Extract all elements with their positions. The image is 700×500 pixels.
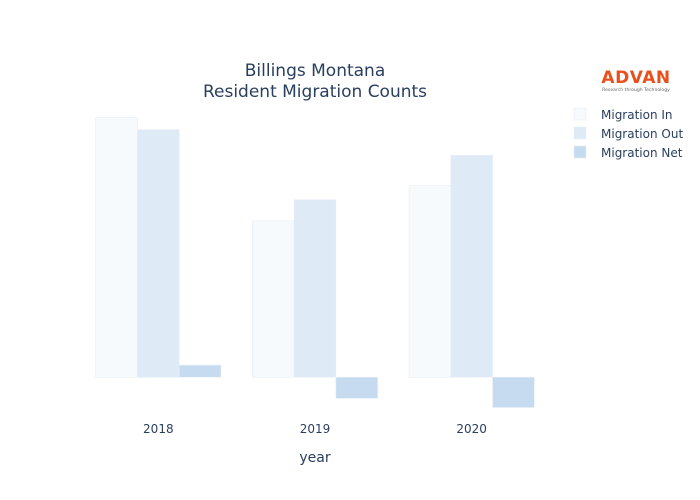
legend-item-migration-net[interactable]: Migration Net [573, 145, 683, 160]
legend-swatch [573, 126, 587, 140]
legend-swatch [573, 145, 587, 159]
x-axis-title: year [299, 450, 330, 466]
chart-title-line2: Resident Migration Counts [203, 82, 427, 102]
bar-migration-in-2018 [95, 117, 138, 378]
bar-migration-out-2020 [450, 155, 493, 378]
advan-logo: ADVAN Research through Technology [601, 68, 670, 93]
bar-migration-out-2019 [293, 199, 337, 378]
legend-label: Migration Out [601, 127, 683, 141]
bar-migration-net-2018 [178, 364, 222, 378]
legend-label: Migration In [601, 108, 673, 122]
logo-tagline: Research through Technology [602, 87, 670, 93]
logo-name: ADVAN [601, 68, 670, 88]
legend: Migration In Migration Out Migration Net [573, 107, 683, 160]
x-tick-labels: 2018 2019 2020 [143, 422, 487, 436]
bar-migration-out-2018 [137, 129, 180, 378]
bar-migration-in-2019 [252, 220, 295, 378]
legend-swatch [573, 107, 587, 121]
legend-label: Migration Net [601, 146, 683, 160]
bar-migration-net-2019 [335, 376, 378, 399]
bar-migration-in-2020 [408, 185, 452, 378]
legend-item-migration-in[interactable]: Migration In [573, 107, 673, 122]
x-tick-label-2018: 2018 [143, 422, 174, 436]
bars-group [95, 117, 535, 408]
x-tick-label-2020: 2020 [456, 422, 487, 436]
bar-migration-net-2020 [492, 376, 535, 408]
legend-item-migration-out[interactable]: Migration Out [573, 126, 683, 141]
chart-title-line1: Billings Montana [245, 61, 386, 81]
x-tick-label-2019: 2019 [300, 422, 331, 436]
